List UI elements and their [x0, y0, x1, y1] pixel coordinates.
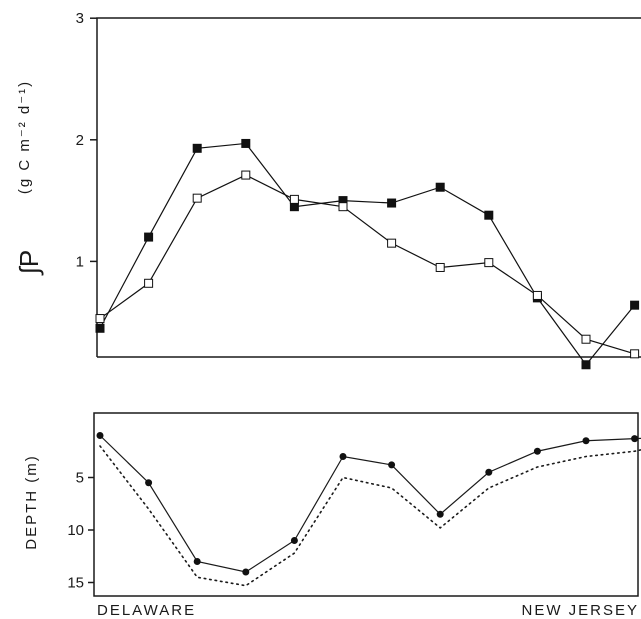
top-panel-frame — [96, 17, 641, 358]
depth-point — [582, 437, 590, 445]
depth-point — [193, 558, 201, 565]
open-square-point — [387, 238, 397, 248]
filled-square-point — [581, 360, 591, 370]
depth-point — [485, 468, 493, 476]
bottom-ylabel: DEPTH (m) — [23, 454, 40, 550]
depth-point — [631, 435, 639, 443]
depth-point — [339, 453, 347, 460]
bottom-y-axis: 5 10 15 — [67, 470, 94, 592]
depth-point — [96, 432, 104, 439]
top-y-tick-label: 1 — [76, 253, 84, 270]
filled-square-point — [192, 143, 202, 153]
top-y-tick-label: 3 — [76, 10, 84, 27]
filled-square-point — [95, 323, 105, 333]
filled-square-point — [144, 232, 154, 242]
bottom-y-tick-label: 15 — [67, 575, 84, 592]
depth-point — [145, 479, 153, 487]
depth-point — [388, 461, 396, 469]
top-panel: 1 2 3 ∫P (g C m⁻² d⁻¹) — [14, 10, 641, 370]
depth-point — [533, 447, 541, 455]
top-series-group — [95, 138, 640, 370]
top-series-line — [99, 142, 636, 366]
top-ylabel-units: (g C m⁻² d⁻¹) — [16, 80, 33, 194]
open-square-point — [338, 202, 348, 212]
filled-square-point — [484, 210, 494, 220]
bottom-y-tick-label: 5 — [76, 470, 84, 487]
top-series-line — [99, 174, 635, 355]
filled-square-point — [241, 138, 251, 148]
filled-square-point — [630, 300, 640, 310]
top-ylabel-symbol: ∫P — [14, 250, 44, 276]
depth-dotted-line — [99, 445, 641, 587]
open-square-point — [484, 258, 494, 268]
open-square-point — [435, 262, 445, 272]
depth-point — [290, 537, 298, 544]
depth-point — [436, 510, 444, 518]
open-square-point — [532, 290, 542, 300]
depth-point — [242, 568, 250, 576]
filled-square-point — [435, 182, 445, 192]
open-square-point — [192, 193, 202, 203]
filled-square-point — [387, 198, 397, 208]
open-square-point — [630, 349, 640, 359]
bottom-panel: 5 10 15 DEPTH (m) DELAWARE NEW JERSEY — [23, 412, 641, 619]
depth-solid-line — [99, 434, 641, 573]
open-square-point — [581, 334, 591, 344]
x-label-delaware: DELAWARE — [97, 602, 196, 619]
top-y-axis: 1 2 3 — [76, 10, 97, 270]
open-square-point — [95, 314, 105, 324]
open-square-point — [241, 170, 251, 180]
top-y-tick-label: 2 — [76, 132, 84, 149]
open-square-point — [289, 194, 299, 204]
bottom-y-tick-label: 10 — [67, 522, 84, 539]
x-label-new-jersey: NEW JERSEY — [521, 602, 639, 619]
bottom-panel-frame — [93, 412, 639, 597]
bottom-series-group — [96, 432, 641, 587]
open-square-point — [144, 278, 154, 288]
